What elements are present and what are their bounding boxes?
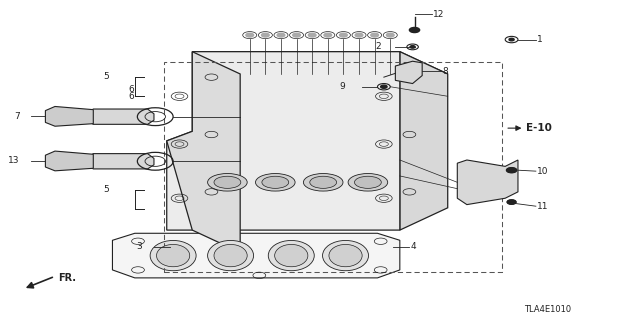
Text: TLA4E1010: TLA4E1010 [524,305,572,314]
Circle shape [308,33,316,37]
Ellipse shape [329,244,362,267]
Ellipse shape [268,240,314,271]
Ellipse shape [355,176,381,188]
Circle shape [324,33,332,37]
Ellipse shape [303,173,343,191]
Ellipse shape [255,173,295,191]
Polygon shape [192,52,448,74]
Ellipse shape [275,244,308,267]
Circle shape [507,200,516,204]
Text: 3: 3 [137,242,143,251]
Text: 5: 5 [104,185,109,194]
Bar [164,62,502,272]
Text: 13: 13 [8,156,20,165]
Polygon shape [113,233,400,278]
Polygon shape [87,109,154,124]
Polygon shape [45,107,93,126]
Circle shape [387,33,394,37]
Polygon shape [400,52,448,230]
Text: 12: 12 [433,10,444,19]
Polygon shape [396,61,422,84]
Text: 1: 1 [537,35,543,44]
Ellipse shape [157,244,189,267]
Polygon shape [45,151,93,171]
Ellipse shape [323,240,369,271]
Polygon shape [87,154,154,169]
Polygon shape [167,52,240,252]
Text: 10: 10 [537,167,548,176]
Circle shape [371,33,378,37]
Text: FR.: FR. [58,273,76,283]
Circle shape [246,33,253,37]
Text: E-10: E-10 [525,123,552,133]
Text: 6: 6 [129,92,134,101]
Text: 7: 7 [14,112,20,121]
Circle shape [506,168,516,173]
Text: 8: 8 [443,67,449,76]
Polygon shape [458,160,518,204]
Text: 6: 6 [129,85,134,94]
Circle shape [262,33,269,37]
Text: 5: 5 [104,72,109,81]
Text: 2: 2 [375,42,381,52]
Text: 4: 4 [411,242,416,251]
Ellipse shape [150,240,196,271]
Ellipse shape [207,240,253,271]
Ellipse shape [310,176,337,188]
Circle shape [340,33,348,37]
Circle shape [410,46,415,48]
Circle shape [509,38,514,41]
Polygon shape [167,52,400,230]
Text: 9: 9 [340,82,346,91]
Ellipse shape [207,173,247,191]
Circle shape [292,33,300,37]
Circle shape [410,28,420,33]
Ellipse shape [214,244,247,267]
Ellipse shape [214,176,241,188]
Circle shape [355,33,363,37]
Text: 11: 11 [537,202,548,211]
Circle shape [277,33,285,37]
Circle shape [381,85,387,88]
Ellipse shape [348,173,388,191]
Ellipse shape [262,176,289,188]
